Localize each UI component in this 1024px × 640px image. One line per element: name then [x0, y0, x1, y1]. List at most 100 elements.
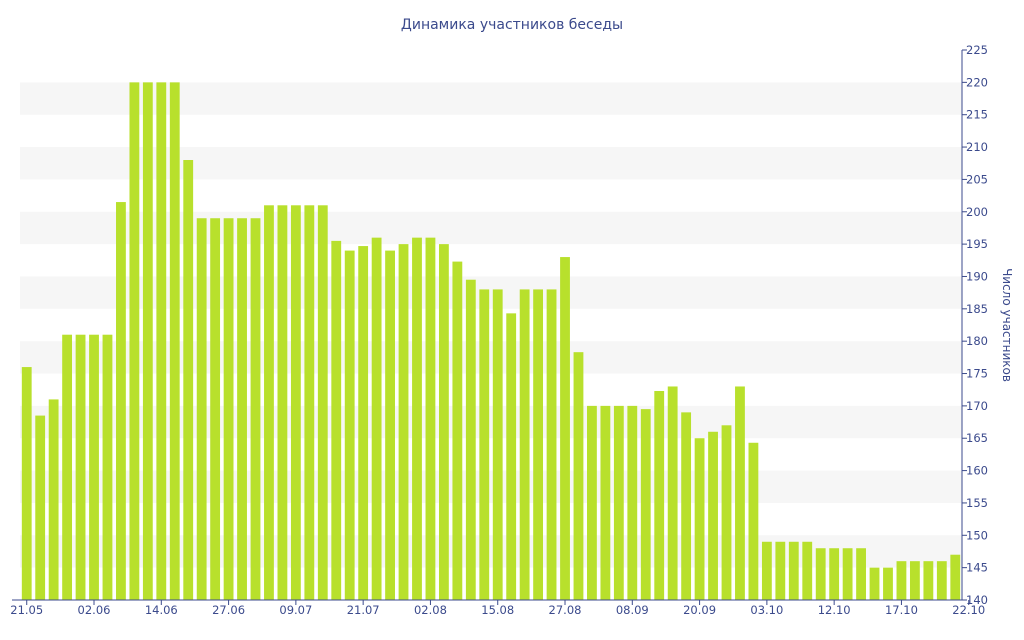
y-tick-label: 210: [966, 140, 988, 154]
bar[interactable]: [89, 334, 99, 600]
bar[interactable]: [183, 160, 194, 600]
bar[interactable]: [129, 82, 140, 600]
x-tick-label: 02.06: [78, 603, 111, 617]
bar[interactable]: [331, 240, 342, 600]
bar[interactable]: [600, 405, 611, 600]
bar[interactable]: [613, 405, 624, 600]
bar[interactable]: [156, 82, 167, 600]
bar[interactable]: [761, 541, 772, 600]
bar[interactable]: [667, 386, 678, 600]
x-tick-label: 15.08: [481, 603, 514, 617]
y-tick-label: 215: [966, 108, 988, 122]
bar[interactable]: [492, 289, 503, 600]
bar[interactable]: [290, 205, 301, 600]
bar[interactable]: [573, 352, 584, 600]
y-tick-label: 195: [966, 237, 988, 251]
bar[interactable]: [371, 237, 382, 600]
bar[interactable]: [883, 567, 893, 600]
x-tick-label: 22.10: [952, 603, 985, 617]
bar[interactable]: [909, 561, 920, 600]
bar[interactable]: [438, 244, 449, 600]
bar[interactable]: [223, 218, 234, 600]
bar[interactable]: [923, 561, 934, 600]
bar[interactable]: [465, 279, 476, 600]
bar[interactable]: [519, 289, 530, 600]
bar[interactable]: [735, 386, 745, 600]
bar[interactable]: [533, 289, 544, 600]
x-tick-label: 14.06: [145, 603, 178, 617]
x-tick-label: 27.06: [212, 603, 245, 617]
bar[interactable]: [829, 548, 840, 600]
bar[interactable]: [936, 561, 947, 600]
bar[interactable]: [869, 567, 880, 600]
bar[interactable]: [775, 541, 786, 600]
y-tick-label: 155: [966, 496, 988, 510]
bar[interactable]: [856, 548, 866, 600]
y-axis-label: Число участников: [1000, 268, 1014, 382]
x-tick-label: 03.10: [750, 603, 783, 617]
axes: 140 145 150 155 160 165 170 175 180 185 190 195 200 2…: [10, 43, 988, 617]
y-tick-label: 175: [966, 367, 988, 381]
x-tick-label: 27.08: [549, 603, 582, 617]
bar[interactable]: [21, 367, 32, 600]
bar[interactable]: [210, 218, 221, 600]
bar[interactable]: [344, 250, 355, 600]
bar[interactable]: [35, 415, 46, 600]
x-tick-label: 09.07: [279, 603, 312, 617]
y-tick-label: 190: [966, 269, 988, 283]
bar[interactable]: [102, 334, 113, 600]
bar[interactable]: [62, 334, 73, 600]
bar[interactable]: [950, 554, 961, 600]
y-tick-label: 140: [966, 593, 988, 607]
bar[interactable]: [116, 202, 126, 600]
x-tick-label: 02.08: [414, 603, 447, 617]
x-tick-label: 21.07: [347, 603, 380, 617]
y-tick-label: 220: [966, 75, 988, 89]
y-tick-label: 160: [966, 464, 988, 478]
bar[interactable]: [412, 237, 422, 600]
bar[interactable]: [546, 289, 557, 600]
bar[interactable]: [681, 412, 692, 600]
bar[interactable]: [264, 205, 274, 600]
bar[interactable]: [196, 218, 207, 600]
bar[interactable]: [748, 442, 759, 600]
bar[interactable]: [708, 431, 718, 600]
bar[interactable]: [587, 405, 597, 600]
bar[interactable]: [560, 257, 570, 600]
x-tick-label: 08.09: [616, 603, 649, 617]
bar[interactable]: [654, 391, 665, 600]
chart-title: Динамика участников беседы: [401, 17, 623, 33]
y-tick-label: 200: [966, 205, 988, 219]
bar[interactable]: [721, 425, 732, 600]
bar[interactable]: [358, 246, 369, 600]
bar[interactable]: [48, 399, 59, 600]
bar[interactable]: [425, 237, 436, 600]
bar[interactable]: [802, 541, 813, 600]
bar[interactable]: [385, 250, 395, 600]
y-tick-label: 180: [966, 334, 988, 348]
bar[interactable]: [75, 334, 86, 600]
bar[interactable]: [896, 561, 907, 600]
y-tick-label: 150: [966, 528, 988, 542]
bar[interactable]: [842, 548, 853, 600]
bar[interactable]: [479, 289, 490, 600]
x-tick-label: 17.10: [885, 603, 918, 617]
bar[interactable]: [627, 405, 638, 600]
bar[interactable]: [169, 82, 180, 600]
bar[interactable]: [640, 409, 651, 600]
bar[interactable]: [277, 205, 288, 600]
bar[interactable]: [694, 438, 705, 600]
bar-series: [21, 82, 961, 600]
bar[interactable]: [398, 244, 409, 600]
bar[interactable]: [815, 548, 826, 600]
bar[interactable]: [304, 205, 315, 600]
y-tick-label: 225: [966, 43, 988, 57]
bar[interactable]: [142, 82, 153, 600]
bar[interactable]: [506, 313, 517, 600]
y-tick-label: 205: [966, 172, 988, 186]
bar[interactable]: [317, 205, 328, 600]
bar[interactable]: [452, 261, 463, 600]
bar[interactable]: [788, 541, 799, 600]
bar[interactable]: [237, 218, 247, 600]
bar[interactable]: [250, 218, 261, 600]
